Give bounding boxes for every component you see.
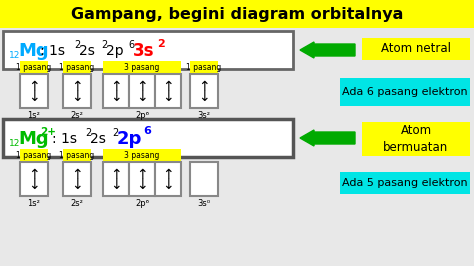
Bar bbox=[155, 162, 181, 196]
Text: 2p: 2p bbox=[106, 44, 124, 58]
Text: Mg: Mg bbox=[18, 130, 49, 148]
Text: 3 pasang: 3 pasang bbox=[124, 63, 160, 72]
Text: ↓: ↓ bbox=[162, 90, 174, 104]
Text: ↓: ↓ bbox=[198, 90, 210, 104]
Bar bbox=[20, 74, 48, 108]
Text: ↓: ↓ bbox=[110, 90, 122, 104]
FancyArrow shape bbox=[300, 130, 355, 146]
Bar bbox=[190, 162, 218, 196]
Text: 2: 2 bbox=[112, 128, 118, 138]
Text: 2s: 2s bbox=[79, 44, 95, 58]
Text: 6: 6 bbox=[128, 40, 134, 50]
Bar bbox=[129, 74, 155, 108]
Text: 1s²: 1s² bbox=[27, 111, 40, 120]
Text: ↓: ↓ bbox=[71, 90, 83, 104]
Text: ↓: ↓ bbox=[71, 178, 83, 192]
Text: ↑: ↑ bbox=[110, 168, 122, 182]
Bar bbox=[190, 61, 218, 73]
Text: : 1s: : 1s bbox=[52, 132, 77, 146]
Text: 6: 6 bbox=[143, 126, 151, 136]
Text: Ada 5 pasang elektron: Ada 5 pasang elektron bbox=[342, 178, 468, 188]
Text: ↓: ↓ bbox=[110, 178, 122, 192]
Bar bbox=[362, 122, 470, 156]
Text: ↑: ↑ bbox=[71, 168, 83, 182]
Text: 3 pasang: 3 pasang bbox=[124, 151, 160, 160]
Text: ↓: ↓ bbox=[28, 178, 40, 192]
Text: 1 pasang: 1 pasang bbox=[59, 63, 95, 72]
Text: 12: 12 bbox=[9, 139, 20, 148]
Bar bbox=[0, 28, 474, 266]
Bar bbox=[20, 61, 48, 73]
Text: 2p⁶: 2p⁶ bbox=[135, 111, 149, 120]
Text: ↑: ↑ bbox=[110, 80, 122, 94]
Bar bbox=[103, 74, 129, 108]
Text: ↓: ↓ bbox=[28, 90, 40, 104]
Text: 3s²: 3s² bbox=[198, 111, 210, 120]
Bar bbox=[63, 74, 91, 108]
Text: 2: 2 bbox=[157, 39, 165, 49]
Bar bbox=[63, 162, 91, 196]
Text: 2s: 2s bbox=[90, 132, 106, 146]
Bar bbox=[103, 162, 129, 196]
Bar bbox=[129, 162, 155, 196]
FancyArrow shape bbox=[300, 42, 355, 58]
Text: ↑: ↑ bbox=[136, 80, 148, 94]
Text: 3s: 3s bbox=[133, 42, 155, 60]
Text: ↑: ↑ bbox=[28, 168, 40, 182]
Bar bbox=[362, 38, 470, 60]
Bar bbox=[63, 149, 91, 161]
Text: Atom
bermuatan: Atom bermuatan bbox=[383, 124, 448, 154]
Bar bbox=[340, 172, 470, 194]
Text: ↑: ↑ bbox=[162, 168, 174, 182]
Text: 1 pasang: 1 pasang bbox=[186, 63, 222, 72]
Text: 2: 2 bbox=[74, 40, 80, 50]
Text: 2: 2 bbox=[85, 128, 91, 138]
FancyBboxPatch shape bbox=[3, 119, 293, 157]
Text: 2p: 2p bbox=[117, 130, 142, 148]
Bar bbox=[63, 61, 91, 73]
Bar bbox=[0, 0, 474, 28]
FancyBboxPatch shape bbox=[3, 31, 293, 69]
Text: 1 pasang: 1 pasang bbox=[59, 151, 95, 160]
Text: ↑: ↑ bbox=[28, 80, 40, 94]
Text: ↓: ↓ bbox=[136, 178, 148, 192]
Text: Atom netral: Atom netral bbox=[381, 43, 451, 56]
Text: 3s⁰: 3s⁰ bbox=[198, 200, 210, 209]
Bar bbox=[340, 78, 470, 106]
Bar bbox=[20, 149, 48, 161]
Text: ↓: ↓ bbox=[162, 178, 174, 192]
Text: 2: 2 bbox=[101, 40, 107, 50]
Text: ↑: ↑ bbox=[71, 80, 83, 94]
Bar bbox=[20, 162, 48, 196]
Text: ↑: ↑ bbox=[162, 80, 174, 94]
Text: Mg: Mg bbox=[18, 42, 49, 60]
Bar bbox=[103, 61, 181, 73]
Text: 1 pasang: 1 pasang bbox=[17, 151, 52, 160]
Text: Gampang, begini diagram orbitalnya: Gampang, begini diagram orbitalnya bbox=[71, 6, 403, 22]
Text: : 1s: : 1s bbox=[40, 44, 65, 58]
Text: 1s²: 1s² bbox=[27, 200, 40, 209]
Text: 2+: 2+ bbox=[40, 127, 56, 137]
Text: ↑: ↑ bbox=[198, 80, 210, 94]
Text: 2s²: 2s² bbox=[71, 200, 83, 209]
Bar bbox=[190, 74, 218, 108]
Text: ↑: ↑ bbox=[136, 168, 148, 182]
Text: 2p⁶: 2p⁶ bbox=[135, 200, 149, 209]
Text: ↓: ↓ bbox=[136, 90, 148, 104]
Text: 2s²: 2s² bbox=[71, 111, 83, 120]
Text: 12: 12 bbox=[9, 52, 20, 60]
Bar bbox=[155, 74, 181, 108]
Text: Ada 6 pasang elektron: Ada 6 pasang elektron bbox=[342, 87, 468, 97]
Bar bbox=[103, 149, 181, 161]
Text: 1 pasang: 1 pasang bbox=[17, 63, 52, 72]
